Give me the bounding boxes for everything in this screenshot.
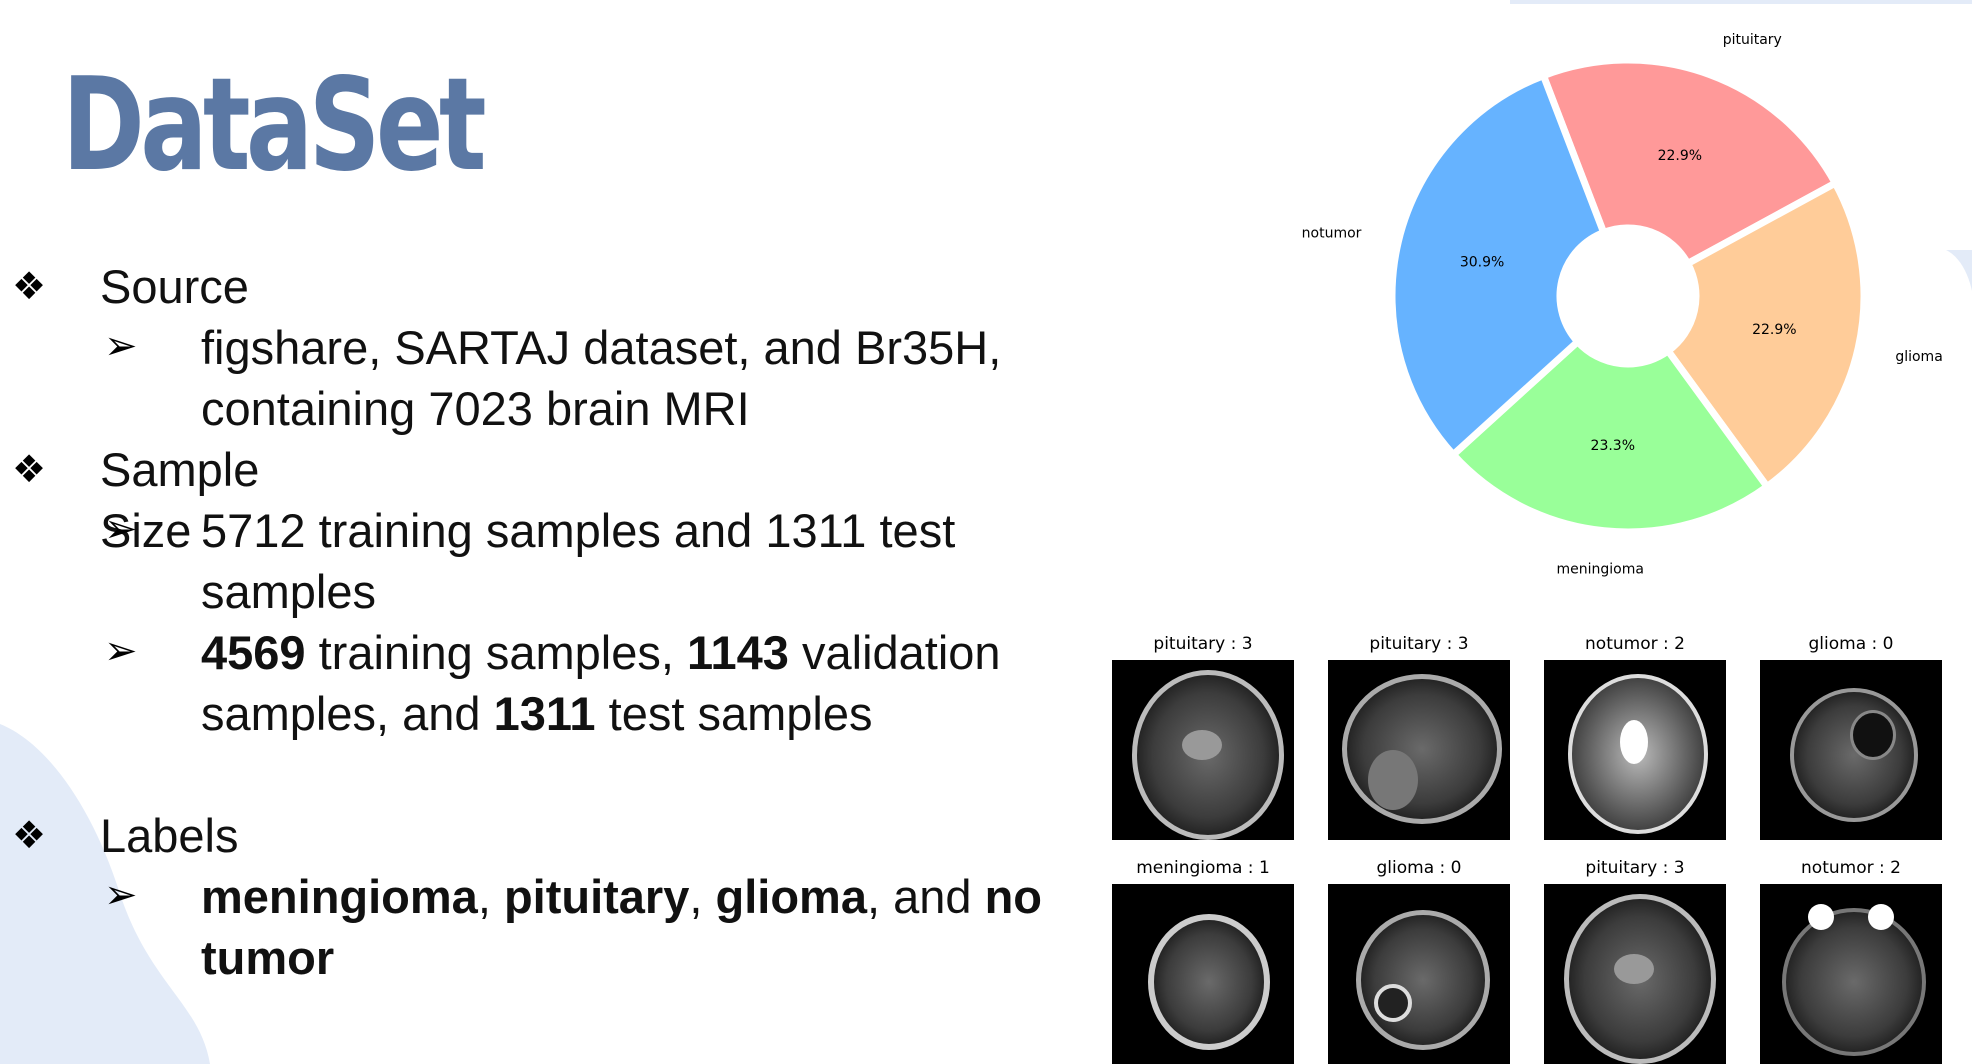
text-run: training samples, [305, 626, 687, 679]
text-run: , [477, 870, 504, 923]
bold-text: meningioma [201, 870, 478, 923]
pie-category-label: meningioma [1556, 562, 1643, 578]
text-run: 5712 training samples and 1311 test samp… [201, 504, 956, 618]
bullet-marker-icon: ❖ [12, 813, 47, 857]
mri-thumbnail [1544, 660, 1726, 840]
sample-label: notumor : 2 [1585, 634, 1685, 654]
bold-text: 4569 [201, 626, 306, 679]
sample-label: glioma : 0 [1376, 858, 1462, 878]
sub-bullet-text: meningioma, pituitary, glioma, and no tu… [201, 866, 1051, 988]
background-blob-top-right [1510, 0, 1972, 4]
pie-slice-meningioma [1448, 336, 1773, 536]
scan-shape [1868, 904, 1894, 930]
bold-text: 1143 [686, 626, 789, 679]
scan-shape [1614, 954, 1654, 984]
sample-label: glioma : 0 [1808, 634, 1894, 654]
mri-thumbnail [1328, 660, 1510, 840]
arrow-bullet-icon: ➢ [104, 628, 138, 674]
sample-label: notumor : 2 [1801, 858, 1901, 878]
mri-thumbnail [1112, 660, 1294, 840]
bold-text: no tumor [201, 870, 1042, 984]
scan-shape [1620, 720, 1648, 764]
text-run: , and [866, 870, 985, 923]
bullet-heading: Labels [100, 809, 239, 862]
arrow-bullet-icon: ➢ [104, 506, 138, 552]
pie-percent-label: 23.3% [1591, 438, 1635, 454]
text-run: test samples [595, 687, 873, 740]
pie-slice-glioma [1663, 178, 1868, 492]
sub-bullet-text: figshare, SARTAJ dataset, and Br35H, con… [201, 317, 1051, 439]
text-run: , [689, 870, 716, 923]
bold-text: pituitary [503, 870, 690, 923]
scan-shape [1182, 730, 1222, 760]
sample-label: pituitary : 3 [1153, 634, 1253, 654]
pie-slice-notumor [1388, 71, 1609, 460]
class-distribution-donut-chart: 22.9% pituitary 22.9% glioma 23.3% meningioma… [1302, 32, 1943, 578]
scan-shape [1356, 910, 1490, 1050]
scan-shape [1342, 674, 1502, 824]
sample-label: meningioma : 1 [1136, 858, 1270, 878]
slide-title: DataSet [62, 51, 487, 200]
bold-text: glioma [715, 870, 867, 923]
pie-percent-label: 22.9% [1752, 322, 1796, 338]
scan-shape [1374, 984, 1412, 1022]
scan-shape [1808, 904, 1834, 930]
mri-thumbnail [1760, 660, 1942, 840]
sample-label: pituitary : 3 [1369, 634, 1469, 654]
bold-text: 1311 [493, 687, 596, 740]
pie-category-label: pituitary [1723, 32, 1782, 48]
pie-category-label: glioma [1895, 349, 1942, 365]
mri-thumbnail [1328, 884, 1510, 1064]
bullet-heading: Sample Size [100, 443, 260, 557]
bullet-marker-icon: ❖ [12, 264, 47, 308]
sub-bullet-text: 4569 training samples, 1143 validation s… [201, 622, 1051, 744]
sub-bullet-text: 5712 training samples and 1311 test samp… [201, 500, 1051, 622]
mri-thumbnail [1544, 884, 1726, 1064]
mri-thumbnail [1760, 884, 1942, 1064]
scan-shape [1782, 908, 1926, 1056]
pie-slice-pituitary [1538, 56, 1841, 269]
scan-shape [1148, 914, 1270, 1050]
sample-label: pituitary : 3 [1585, 858, 1685, 878]
bullet-heading: Source [100, 260, 249, 313]
scan-shape [1790, 688, 1918, 822]
arrow-bullet-icon: ➢ [104, 872, 138, 918]
pie-percent-label: 30.9% [1460, 254, 1504, 270]
pie-percent-label: 22.9% [1658, 148, 1702, 164]
scan-shape [1850, 710, 1896, 760]
scan-shape [1368, 750, 1418, 810]
text-run: validation samples, and [201, 626, 1001, 740]
arrow-bullet-icon: ➢ [104, 323, 138, 369]
text-run: figshare, SARTAJ dataset, and Br35H, con… [201, 321, 1002, 435]
mri-thumbnail [1112, 884, 1294, 1064]
bullet-marker-icon: ❖ [12, 447, 47, 491]
pie-category-label: notumor [1302, 226, 1362, 242]
